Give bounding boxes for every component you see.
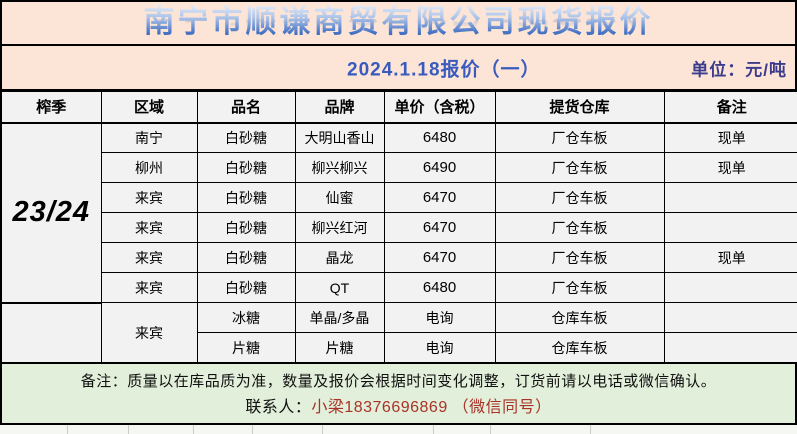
brand-cell: 大明山香山 — [294, 122, 385, 153]
subtitle-band: 2024.1.18报价（一） 单位：元/吨 — [2, 46, 795, 91]
brand-cell: 柳兴红河 — [294, 212, 385, 243]
region-cell: 南宁 — [100, 122, 198, 153]
price-table: 榨季 区域 品名 品牌 单价（含税） 提货仓库 备注 23/24 南宁 白砂糖 … — [2, 91, 797, 363]
sheet-gridline — [252, 425, 253, 434]
season-cell-empty — [2, 302, 102, 363]
warehouse-cell: 仓库车板 — [494, 332, 665, 363]
note-cell — [663, 272, 797, 303]
brand-cell: 晶龙 — [294, 242, 385, 273]
sheet-gridline — [128, 425, 129, 434]
note-cell: 现单 — [663, 152, 797, 183]
product-cell: 白砂糖 — [196, 242, 296, 273]
unit-label: 单位：元/吨 — [691, 60, 787, 79]
price-cell: 电询 — [383, 332, 496, 363]
sheet-gridline — [433, 425, 434, 434]
product-cell: 白砂糖 — [196, 122, 296, 153]
sheet-gridline — [490, 425, 491, 434]
footer-note: 备注：质量以在库品质为准，数量及报价会根据时间变化调整，订货前请以电话或微信确认… — [80, 373, 717, 390]
table-row: 来宾 白砂糖 晶龙 6470 厂仓车板 现单 — [2, 242, 797, 273]
table-row: 来宾 冰糖 单晶/多晶 电询 仓库车板 — [2, 302, 797, 363]
region-cell: 来宾 — [101, 212, 198, 243]
title-band: 南宁市顺谦商贸有限公司现货报价 — [2, 2, 795, 46]
warehouse-cell: 厂仓车板 — [494, 182, 665, 213]
price-cell: 6470 — [383, 212, 496, 243]
product-cell: 片糖 — [197, 332, 296, 363]
contact-label: 联系人： — [245, 399, 312, 416]
footer-band: 备注：质量以在库品质为准，数量及报价会根据时间变化调整，订货前请以电话或微信确认… — [2, 363, 795, 423]
price-cell: 6480 — [383, 122, 496, 153]
price-cell: 电询 — [383, 302, 496, 333]
report-frame: 南宁市顺谦商贸有限公司现货报价 2024.1.18报价（一） 单位：元/吨 榨季… — [0, 0, 797, 425]
price-cell: 6480 — [383, 272, 496, 303]
sheet-gridline — [590, 425, 591, 434]
product-cell: 白砂糖 — [196, 272, 296, 303]
sheet-gridline — [193, 425, 194, 434]
header-warehouse: 提货仓库 — [494, 91, 665, 124]
header-brand: 品牌 — [294, 91, 385, 124]
price-cell: 6470 — [383, 242, 496, 273]
brand-cell: 柳兴柳兴 — [294, 152, 385, 183]
note-cell — [663, 302, 797, 333]
brand-cell: 仙蜜 — [294, 182, 385, 213]
note-cell: 现单 — [663, 122, 797, 153]
sheet-gridline — [322, 425, 323, 434]
region-cell: 来宾 — [101, 182, 198, 213]
price-cell: 6470 — [383, 182, 496, 213]
note-cell — [663, 182, 797, 213]
region-cell: 柳州 — [101, 152, 198, 183]
product-cell: 白砂糖 — [196, 212, 296, 243]
header-note: 备注 — [663, 91, 797, 124]
note-cell — [663, 212, 797, 243]
note-cell — [663, 332, 797, 363]
region-cell: 来宾 — [100, 302, 198, 363]
warehouse-cell: 厂仓车板 — [494, 122, 665, 153]
brand-cell: 单晶/多晶 — [294, 302, 385, 333]
company-title: 南宁市顺谦商贸有限公司现货报价 — [143, 4, 654, 39]
header-region: 区域 — [100, 91, 198, 124]
region-cell: 来宾 — [101, 242, 198, 273]
note-cell: 现单 — [663, 242, 797, 273]
brand-cell: 片糖 — [294, 332, 385, 363]
header-product: 品名 — [196, 91, 296, 124]
table-row: 片糖 片糖 电询 仓库车板 — [2, 332, 797, 363]
header-season: 榨季 — [2, 91, 102, 124]
table-row: 柳州 白砂糖 柳兴柳兴 6490 厂仓车板 现单 — [2, 152, 797, 183]
table-row: 来宾 白砂糖 仙蜜 6470 厂仓车板 — [2, 182, 797, 213]
warehouse-cell: 厂仓车板 — [494, 152, 665, 183]
quote-date: 2024.1.18报价（一） — [347, 59, 541, 80]
sheet-bottom-strip — [0, 425, 797, 434]
contact-value: 小梁18376696869 （微信同号） — [311, 399, 552, 416]
table-row: 来宾 白砂糖 QT 6480 厂仓车板 — [2, 272, 797, 303]
table-row: 23/24 南宁 白砂糖 大明山香山 6480 厂仓车板 现单 — [2, 122, 797, 304]
product-cell: 冰糖 — [196, 302, 296, 333]
region-cell: 来宾 — [101, 272, 198, 303]
brand-cell: QT — [294, 272, 385, 303]
product-cell: 白砂糖 — [196, 152, 296, 183]
warehouse-cell: 仓库车板 — [494, 302, 665, 333]
season-cell: 23/24 — [2, 122, 102, 304]
contact-line: 联系人：小梁18376696869 （微信同号） — [245, 393, 551, 417]
price-cell: 6490 — [383, 152, 496, 183]
warehouse-cell: 厂仓车板 — [494, 242, 665, 273]
warehouse-cell: 厂仓车板 — [494, 212, 665, 243]
header-price: 单价（含税） — [383, 91, 496, 124]
table-row: 来宾 白砂糖 柳兴红河 6470 厂仓车板 — [2, 212, 797, 243]
sheet-gridline — [67, 425, 68, 434]
warehouse-cell: 厂仓车板 — [494, 272, 665, 303]
product-cell: 白砂糖 — [196, 182, 296, 213]
header-row: 榨季 区域 品名 品牌 单价（含税） 提货仓库 备注 — [2, 91, 797, 124]
